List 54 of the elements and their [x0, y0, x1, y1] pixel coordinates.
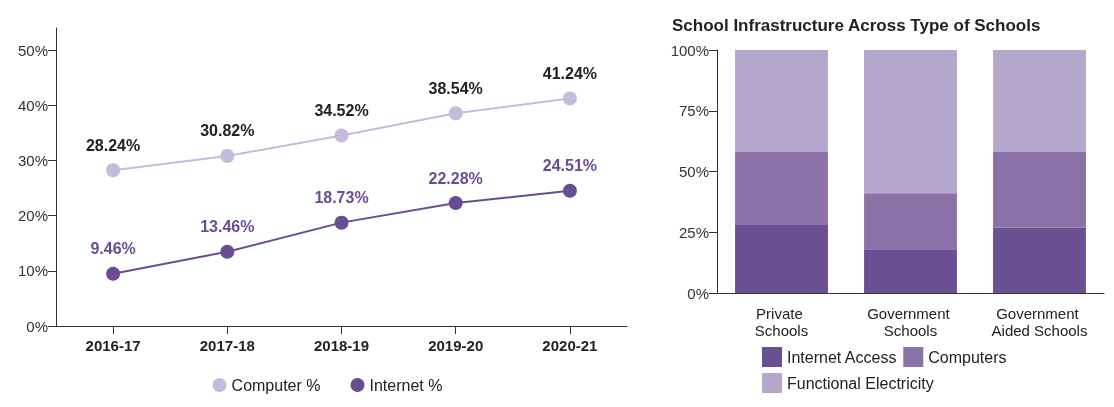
bar	[864, 249, 957, 293]
bar	[864, 193, 957, 250]
bar	[993, 152, 1086, 228]
y-tick-label: 50%	[678, 163, 709, 180]
y-tick-label: 75%	[678, 102, 709, 120]
x-tick-label: 2016-17	[85, 337, 141, 354]
point	[448, 196, 463, 211]
data-label: 28.24%	[85, 136, 141, 154]
y-tick-label: 20%	[17, 207, 48, 225]
y-tick-label: 100%	[670, 41, 709, 59]
x-tick-label: 2019-20	[428, 337, 484, 354]
y-tick-label: 0%	[687, 284, 709, 302]
data-label: 30.82%	[200, 122, 255, 140]
data-label: 13.46%	[200, 218, 255, 236]
y-tick-label: 0%	[26, 317, 48, 335]
point	[334, 128, 349, 143]
chart-title: School Infrastructure Across Type of Schools	[672, 16, 1041, 35]
x-tick-label: Government Schools	[867, 305, 954, 339]
bar	[735, 224, 828, 293]
bar	[993, 50, 1086, 153]
point	[106, 266, 121, 281]
x-tick-label: 2017-18	[199, 337, 255, 354]
legend-label: Internet Access	[787, 348, 897, 366]
data-label: 24.51%	[542, 157, 598, 175]
legend-label: Computer %	[231, 376, 321, 394]
y-tick-label: 25%	[678, 223, 709, 241]
x-tick-label: 2018-19	[313, 337, 370, 354]
legend-label: Computers	[928, 348, 1007, 366]
data-label: 41.24%	[542, 64, 598, 82]
x-tick-label: Government Aided Schools	[991, 305, 1088, 339]
data-label: 18.73%	[314, 189, 369, 207]
point	[334, 215, 349, 230]
data-label: 9.46%	[90, 240, 136, 258]
y-tick-label: 40%	[17, 96, 48, 114]
point	[448, 106, 463, 121]
legend-label: Internet %	[369, 376, 443, 394]
x-tick-label: Private Schools	[754, 305, 809, 339]
data-label: 22.28%	[428, 169, 483, 187]
bar	[735, 50, 828, 153]
data-label: 38.54%	[428, 79, 483, 97]
bar	[864, 50, 957, 194]
point	[220, 244, 235, 259]
y-tick-label: 30%	[17, 151, 48, 169]
bar	[993, 227, 1086, 293]
point	[562, 183, 577, 198]
legend-label: Functional Electricity	[787, 374, 934, 392]
y-tick-label: 50%	[17, 41, 48, 59]
point	[220, 148, 235, 163]
data-label: 34.52%	[314, 102, 369, 119]
bar	[735, 152, 828, 225]
y-tick-label: 10%	[17, 262, 48, 280]
x-tick-label: 2020-21	[542, 337, 598, 354]
point	[562, 91, 577, 106]
point	[106, 163, 121, 178]
